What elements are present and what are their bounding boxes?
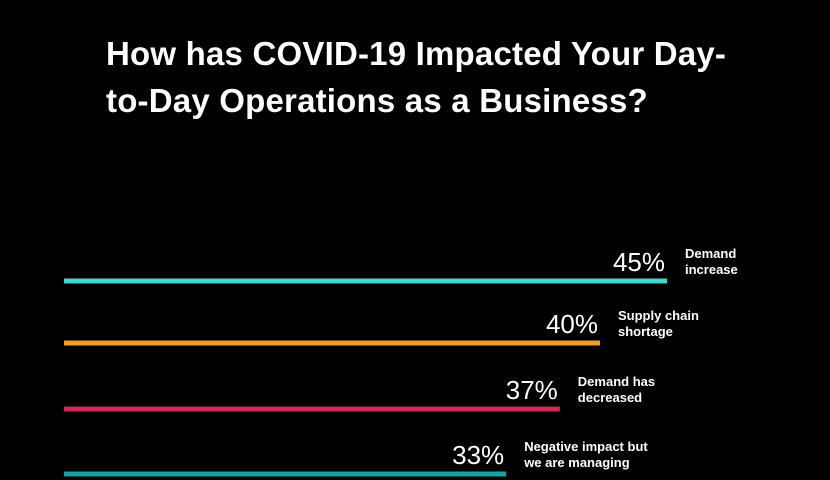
category-label-3: Demand has decreased bbox=[578, 374, 655, 405]
bar-group-2: 40% Supply chain shortage bbox=[64, 308, 699, 346]
value-label-2: 40% bbox=[546, 309, 598, 339]
value-label-4: 33% bbox=[452, 440, 504, 470]
category-label-4: Negative impact but we are managing bbox=[523, 439, 648, 470]
category-label-line: we are managing bbox=[523, 455, 630, 470]
category-label-line: Supply chain bbox=[618, 308, 699, 323]
bar-3 bbox=[64, 406, 560, 412]
bar-4 bbox=[64, 471, 507, 477]
category-label-2: Supply chain shortage bbox=[618, 308, 699, 339]
category-label-line: Demand has bbox=[578, 374, 655, 389]
value-label-3: 37% bbox=[506, 375, 558, 405]
value-label-1: 45% bbox=[613, 247, 665, 277]
bar-2 bbox=[64, 340, 600, 346]
category-label-line: decreased bbox=[578, 390, 642, 405]
category-label-line: Demand bbox=[685, 246, 736, 261]
category-label-1: Demand increase bbox=[685, 246, 738, 277]
bar-group-1: 45% Demand increase bbox=[64, 246, 738, 284]
chart-title: How has COVID-19 Impacted Your Day-to-Da… bbox=[106, 35, 727, 119]
category-label-line: increase bbox=[685, 262, 738, 277]
category-label-line: Negative impact but bbox=[524, 439, 648, 454]
bar-group-3: 37% Demand has decreased bbox=[64, 374, 655, 412]
bar-1 bbox=[64, 278, 667, 284]
bar-group-4: 33% Negative impact but we are managing bbox=[64, 439, 648, 477]
category-label-line: shortage bbox=[618, 324, 673, 339]
